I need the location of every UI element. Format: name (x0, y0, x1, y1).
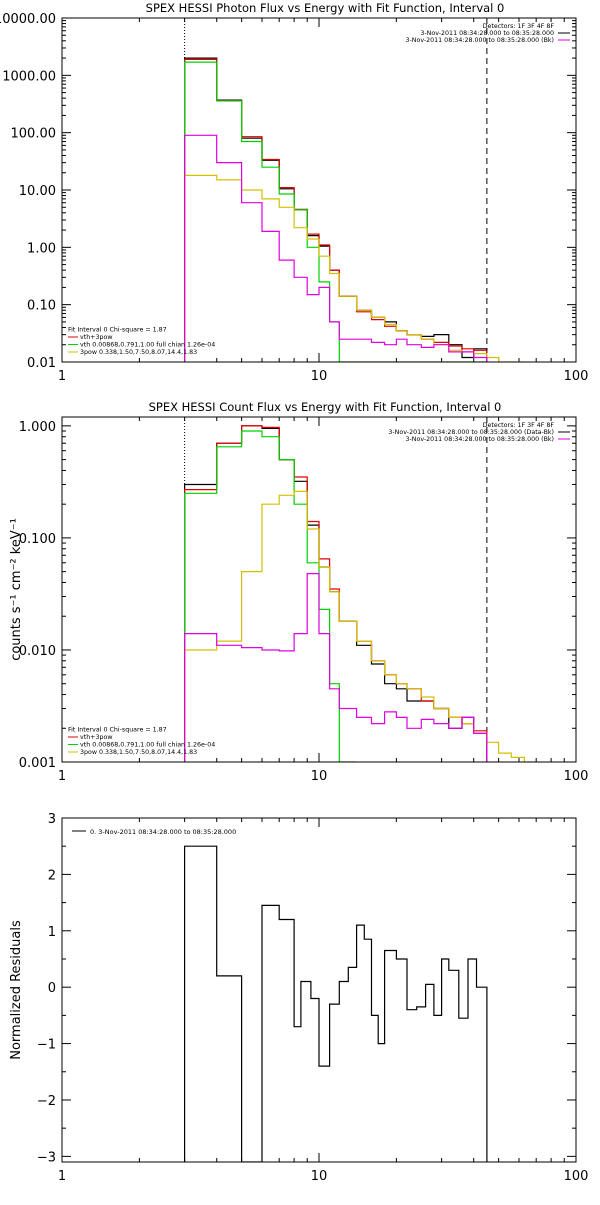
series-line-2 (184, 425, 488, 762)
series-line-5 (184, 573, 488, 762)
chart-title: SPEX HESSI Count Flux vs Energy with Fit… (149, 400, 502, 414)
x-tick-label: 10 (311, 1169, 328, 1184)
chart-3: Normalized Residuals 1 10 100 −3 −2 −1 0 1 2 3 0. 3… (9, 812, 588, 1184)
chart-1: SPEX HESSI Photon Flux vs Energy with Fi… (0, 1, 588, 384)
y-axis-ticks (62, 817, 576, 1157)
series-group (184, 57, 525, 362)
legend-entry: 0. 3-Nov-2011 08:34:28.000 to 08:35:28.0… (90, 828, 236, 836)
series-line-3 (184, 430, 357, 762)
legend-entry: Detectors: 1F 3F 4F 8F (483, 422, 555, 429)
y-axis-ticks (62, 425, 576, 763)
legend-entry: vth+3pow (80, 334, 112, 341)
legend-entry: vth 0.00868,0.791,1.00 full chian 1.26e-… (80, 742, 215, 749)
y-tick-label: 1.00 (27, 241, 56, 256)
series-line-4 (184, 490, 538, 762)
legend-entry: 3-Nov-2011 08:34:28.000 to 08:35:28.000 … (388, 429, 554, 436)
legend-entry: Detectors: 1F 3F 4F 8F (483, 23, 555, 30)
y-tick-label: −1 (37, 1038, 56, 1053)
x-axis-ticks (61, 18, 577, 362)
legend-entry: Fit Interval 0 Chi-square = 1.87 (68, 727, 167, 734)
y-tick-label: 0.10 (27, 299, 56, 314)
x-tick-label: 10 (311, 369, 328, 384)
y-tick-label: 0.010 (19, 644, 56, 659)
series-line-1 (184, 845, 488, 1162)
legend-entry: 3pow 0.338,1.50,7.50,8.07,14.4,1.83 (80, 349, 197, 356)
y-axis-label: Normalized Residuals (9, 920, 24, 1060)
legend-entry: 3-Nov-2011 08:34:28.000 to 08:35:28.000 … (405, 37, 554, 44)
chart-2: SPEX HESSI Count Flux vs Energy with Fit… (9, 400, 588, 784)
y-tick-label: 2 (48, 868, 56, 883)
y-tick-label: 0 (48, 981, 56, 996)
y-axis-label: counts s⁻¹ cm⁻² keV⁻¹ (9, 518, 24, 661)
chart-title: SPEX HESSI Photon Flux vs Energy with Fi… (146, 1, 505, 15)
y-tick-label: 0.001 (19, 756, 56, 771)
legend-entry: 3-Nov-2011 08:34:28.000 to 08:35:28.000 (420, 30, 554, 37)
legend-entry: Fit Interval 0 Chi-square = 1.87 (68, 327, 167, 334)
y-tick-label: 10.00 (19, 184, 56, 199)
y-tick-label: 10000.00 (0, 12, 56, 27)
series-line-1 (184, 57, 488, 362)
series-line-5 (184, 134, 488, 362)
x-tick-label: 1 (58, 1169, 66, 1184)
x-tick-label: 100 (564, 369, 589, 384)
x-tick-label: 1 (58, 369, 66, 384)
plot-frame (61, 17, 577, 363)
y-tick-label: 3 (48, 812, 56, 827)
x-tick-label: 10 (311, 769, 328, 784)
plot-frame (61, 817, 577, 1163)
y-tick-label: 0.100 (19, 532, 56, 547)
series-line-2 (184, 58, 488, 362)
x-tick-label: 100 (564, 769, 589, 784)
series-line-3 (184, 61, 487, 362)
legend-entry: 3pow 0.338,1.50,7.50,8.07,14.4,1.83 (80, 749, 197, 756)
x-axis-ticks (61, 818, 577, 1162)
y-tick-label: −3 (37, 1150, 56, 1165)
x-tick-label: 100 (564, 1169, 589, 1184)
y-tick-label: −2 (37, 1094, 56, 1109)
y-tick-label: 100.00 (11, 127, 57, 142)
series-line-4 (184, 174, 525, 362)
x-tick-label: 1 (58, 769, 66, 784)
y-axis-ticks (62, 17, 576, 363)
legend-entry: vth+3pow (80, 734, 112, 741)
y-tick-label: 0.01 (27, 356, 56, 371)
y-tick-label: 1.000 (19, 420, 56, 435)
plot-frame (61, 416, 577, 763)
legend-entry: vth 0.00868,0.791,1.00 full chian 1.26e-… (80, 342, 215, 349)
y-tick-label: 1000.00 (2, 69, 56, 84)
series-group (184, 425, 538, 762)
series-line-1 (184, 425, 488, 762)
legend-entry: 3-Nov-2011 08:34:28.000 to 08:35:28.000 … (405, 436, 554, 443)
y-tick-label: 1 (48, 925, 56, 940)
series-group (184, 845, 488, 1162)
